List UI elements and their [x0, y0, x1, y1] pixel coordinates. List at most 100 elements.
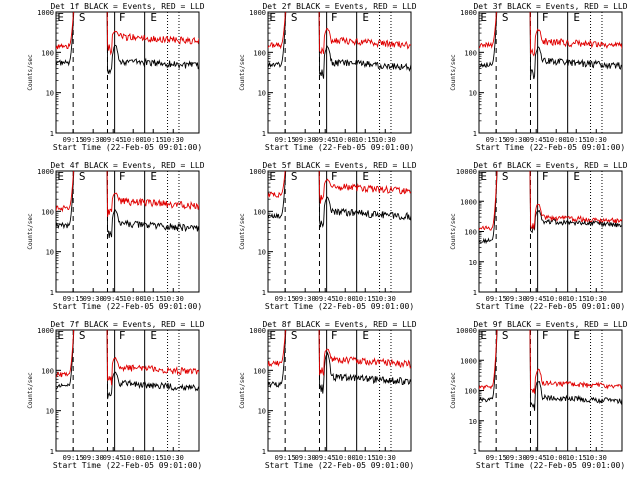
x-tick-label: 09:15 [63, 136, 84, 144]
interval-marker: E [362, 329, 369, 342]
x-tick-label: 09:15 [275, 454, 296, 462]
y-tick-label: 100 [253, 49, 266, 57]
events-series-line [268, 171, 411, 229]
x-axis-label: Start Time (22-Feb-05 09:01:00) [476, 461, 625, 470]
detector-panel-4: Det 4f BLACK = Events, RED = LLD 1 10 100 10… [27, 161, 205, 311]
y-tick-label: 10 [46, 90, 54, 98]
interval-marker: F [542, 329, 549, 342]
x-tick-label: 09:45 [526, 136, 547, 144]
events-series-line [479, 12, 622, 80]
panel-title: Det 6f BLACK = Events, RED = LLD [473, 161, 627, 170]
x-tick-label: 09:45 [315, 295, 336, 303]
interval-marker: E [269, 170, 276, 183]
interval-marker: E [480, 11, 487, 24]
interval-marker: E [57, 11, 64, 24]
y-tick-label: 100 [464, 49, 477, 57]
plot-frame [267, 170, 412, 293]
y-tick-label: 100 [464, 229, 477, 237]
x-tick-label: 10:00 [123, 295, 144, 303]
detector-panel-2: Det 2f BLACK = Events, RED = LLD 1 10 100 10… [239, 2, 417, 152]
interval-marker: F [119, 329, 126, 342]
interval-marker: E [573, 11, 580, 24]
y-axis-label: Counts/sec [450, 213, 457, 250]
x-tick-label: 10:15 [355, 136, 376, 144]
y-tick-label: 10 [258, 249, 266, 257]
interval-marker: E [150, 11, 157, 24]
lld-series-line [268, 171, 411, 204]
interval-marker: S [502, 11, 509, 24]
x-tick-label: 10:30 [163, 136, 184, 144]
plot-frame [478, 329, 623, 452]
y-tick-label: 1 [50, 289, 54, 297]
y-tick-label: 1 [50, 448, 54, 456]
y-tick-label: 100 [41, 49, 54, 57]
x-tick-label: 09:30 [295, 295, 316, 303]
x-tick-label: 09:30 [506, 295, 527, 303]
interval-marker: E [362, 170, 369, 183]
x-tick-label: 10:30 [375, 295, 396, 303]
interval-marker: S [502, 170, 509, 183]
x-tick-label: 10:00 [335, 295, 356, 303]
y-axis-label: Counts/sec [450, 372, 457, 409]
interval-marker: E [362, 11, 369, 24]
interval-marker: F [331, 329, 338, 342]
x-tick-label: 10:30 [375, 454, 396, 462]
x-tick-label: 10:00 [123, 454, 144, 462]
interval-marker: F [119, 170, 126, 183]
y-tick-label: 1000 [249, 327, 266, 335]
lld-series-line [479, 171, 622, 231]
interval-marker: F [119, 11, 126, 24]
x-tick-label: 10:30 [163, 454, 184, 462]
y-axis-label: Counts/sec [239, 372, 246, 409]
y-tick-label: 100 [41, 208, 54, 216]
lld-series-line [268, 330, 411, 376]
plot-frame [478, 11, 623, 134]
panel-title: Det 4f BLACK = Events, RED = LLD [50, 161, 204, 170]
interval-marker: E [480, 329, 487, 342]
y-tick-label: 10000 [456, 327, 477, 335]
detector-panel-7: Det 7f BLACK = Events, RED = LLD 1 10 100 10… [27, 320, 205, 470]
interval-marker: S [291, 170, 298, 183]
y-tick-label: 1 [50, 130, 54, 138]
x-tick-label: 10:15 [566, 454, 587, 462]
panel-title: Det 8f BLACK = Events, RED = LLD [262, 320, 416, 329]
interval-marker: F [542, 11, 549, 24]
y-axis-label: Counts/sec [27, 213, 34, 250]
x-tick-label: 09:15 [486, 295, 507, 303]
y-tick-label: 10 [469, 90, 477, 98]
interval-marker: E [269, 11, 276, 24]
y-tick-label: 1 [473, 289, 477, 297]
x-tick-label: 09:30 [295, 454, 316, 462]
x-tick-label: 09:15 [486, 454, 507, 462]
y-tick-label: 1 [473, 448, 477, 456]
x-tick-label: 09:30 [506, 136, 527, 144]
interval-marker: E [150, 329, 157, 342]
detector-panel-1: Det 1f BLACK = Events, RED = LLD 1 10 100 10… [27, 2, 205, 152]
panel-title: Det 3f BLACK = Events, RED = LLD [473, 2, 627, 11]
y-tick-label: 10 [258, 408, 266, 416]
events-series-line [56, 330, 199, 400]
events-series-line [479, 171, 622, 245]
events-series-line [56, 12, 199, 75]
y-tick-label: 10 [469, 259, 477, 267]
x-tick-label: 09:30 [295, 136, 316, 144]
plot-frame [55, 329, 200, 452]
y-tick-label: 1 [262, 289, 266, 297]
plot-frame [478, 170, 623, 293]
x-tick-label: 10:15 [566, 295, 587, 303]
events-series-line [268, 330, 411, 394]
y-tick-label: 1000 [460, 9, 477, 17]
interval-marker: S [291, 11, 298, 24]
lld-series-line [56, 330, 199, 386]
x-tick-label: 10:30 [163, 295, 184, 303]
y-axis-label: Counts/sec [239, 54, 246, 91]
y-tick-label: 1 [262, 448, 266, 456]
x-tick-label: 10:15 [355, 454, 376, 462]
x-tick-label: 10:15 [143, 136, 164, 144]
interval-marker: S [79, 329, 86, 342]
panel-title: Det 1f BLACK = Events, RED = LLD [50, 2, 204, 11]
interval-marker: S [291, 329, 298, 342]
interval-marker: F [331, 11, 338, 24]
y-tick-label: 10 [46, 408, 54, 416]
